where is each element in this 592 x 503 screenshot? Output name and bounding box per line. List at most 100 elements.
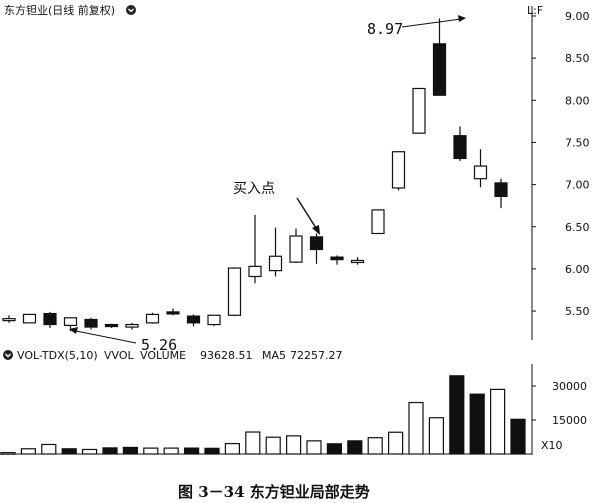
candlestick	[350, 257, 365, 265]
price-axis-ticks: 9.00 8.50 8.00 7.50 7.00 6.50 6.00 5.50	[532, 10, 590, 318]
candle-body-up	[289, 235, 303, 263]
candle-body-down	[43, 312, 57, 326]
candle-body-up	[2, 318, 16, 322]
candlestick	[22, 313, 37, 324]
price-tick-label: 9.00	[565, 10, 590, 23]
candle-body-down	[453, 135, 467, 160]
volume-label: VOLUME	[140, 349, 186, 362]
figure-caption: 图 3－34 东方钽业局部走势	[178, 483, 370, 501]
chevron-down-icon[interactable]	[126, 5, 136, 15]
candlestick	[227, 267, 242, 317]
high-arrow-head	[458, 15, 466, 22]
buy-point-label: 买入点	[233, 181, 275, 197]
volume-bar	[20, 448, 36, 455]
candle-body-down	[84, 318, 98, 328]
price-tick-label: 8.50	[565, 52, 590, 65]
candlestick	[473, 149, 488, 188]
candlestick	[125, 322, 139, 330]
price-panel-title: 东方钽业(日线 前复权)	[4, 3, 115, 17]
volume-bar	[347, 440, 363, 455]
price-tick-label: 8.00	[565, 94, 590, 107]
volume-bar	[122, 446, 139, 455]
candle-body-up	[412, 87, 426, 134]
candle-body-up	[22, 313, 37, 324]
volume-bar	[428, 417, 444, 455]
candlestick	[248, 214, 262, 284]
volume-bar	[286, 435, 302, 455]
candle-body-down	[494, 182, 508, 198]
candle-body-up	[473, 165, 488, 180]
candlestick	[289, 228, 303, 263]
price-tick-label: 5.50	[565, 305, 590, 318]
candlestick	[432, 18, 447, 96]
volume-bar	[245, 431, 261, 455]
volume-bar	[102, 447, 118, 455]
vvol-label: VVOL	[104, 349, 135, 362]
volume-bar-series	[0, 375, 526, 455]
candlestick	[43, 311, 57, 328]
candlestick	[207, 314, 221, 327]
high-price-label: 8.97	[367, 20, 403, 38]
volume-bar	[143, 447, 159, 455]
price-tick-label: 7.50	[565, 136, 590, 149]
price-tick-label: 7.00	[565, 179, 590, 192]
chevron-glyph	[128, 8, 134, 13]
candlestick	[84, 317, 98, 330]
candle-body-up	[125, 323, 139, 328]
volume-bar	[326, 443, 342, 455]
volume-bar	[265, 436, 281, 455]
low-price-label: 5.26	[141, 336, 177, 354]
volume-bar	[408, 401, 424, 455]
volume-bar	[490, 388, 506, 455]
candle-body-down	[330, 256, 344, 261]
volume-axis-ticks: 30000 15000	[532, 380, 587, 427]
volume-bar	[81, 448, 98, 455]
low-arrow-head	[69, 327, 78, 334]
candlestick	[166, 308, 180, 316]
ma5-value: 72257.27	[290, 349, 343, 362]
volume-indicator-name: VOL-TDX(5,10)	[17, 349, 98, 362]
candle-body-down	[309, 236, 324, 251]
candle-body-up	[63, 317, 78, 326]
candlestick	[186, 314, 201, 327]
candlestick	[453, 126, 467, 161]
candle-body-up	[145, 313, 160, 324]
candlestick	[104, 323, 119, 328]
candlestick	[2, 315, 16, 323]
volume-bar	[449, 375, 465, 455]
volume-bar	[41, 443, 57, 455]
candlestick	[391, 150, 406, 191]
candle-body-down	[166, 311, 180, 315]
volume-bar	[184, 447, 200, 455]
price-panel-tag: L:F	[527, 4, 543, 17]
candlestick	[330, 255, 344, 265]
candlestick	[145, 312, 160, 324]
candlestick-series	[2, 18, 508, 332]
buy-arrow-line	[296, 197, 317, 229]
candlestick	[371, 209, 385, 235]
candle-body-up	[207, 314, 221, 326]
candle-body-up	[371, 209, 385, 235]
volume-bar	[0, 452, 16, 455]
price-tick-label: 6.50	[565, 221, 590, 234]
candle-body-up	[248, 265, 262, 278]
chevron-glyph	[5, 353, 11, 358]
volume-value: 93628.51	[200, 349, 253, 362]
ma5-label: MA5	[262, 349, 286, 362]
candle-body-up	[391, 151, 406, 189]
candlestick	[494, 178, 508, 209]
volume-bar	[388, 431, 404, 455]
high-arrow-line	[401, 18, 462, 28]
buy-arrow-head	[312, 225, 320, 235]
volume-multiplier: X10	[541, 439, 563, 452]
volume-bar	[367, 437, 383, 455]
chevron-down-icon[interactable]	[3, 350, 13, 360]
candle-body-down	[186, 315, 201, 324]
candle-body-up	[227, 267, 242, 316]
price-tick-label: 6.00	[565, 263, 590, 276]
volume-bar	[224, 442, 240, 455]
candle-body-up	[268, 255, 283, 272]
candlestick	[309, 233, 324, 264]
volume-bar	[204, 447, 220, 455]
